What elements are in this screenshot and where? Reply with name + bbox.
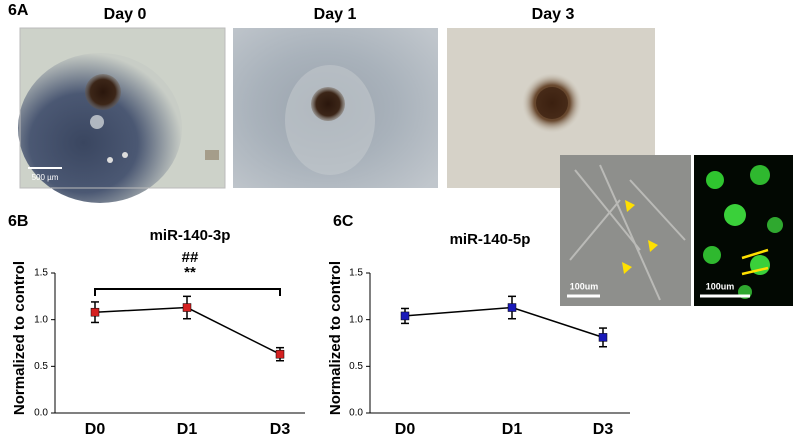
y-tick-label: 1.5 <box>349 268 363 279</box>
point <box>598 333 608 342</box>
micrograph-day1 <box>233 28 438 188</box>
significance-bracket <box>94 288 281 296</box>
y-tick-label: 0.5 <box>349 361 363 372</box>
chart-title: miR-140-5p <box>450 231 531 248</box>
panel-label: 6B <box>8 213 28 230</box>
series-line <box>404 306 604 339</box>
x-tick-label: D0 <box>85 421 106 438</box>
y-axis-label: Normalized to control <box>327 261 344 415</box>
micrograph-fluorescence: 100um <box>694 155 793 306</box>
x-tick-label: D0 <box>395 421 416 438</box>
x-tick-label: D3 <box>270 421 291 438</box>
micrograph-cells: 100um <box>560 155 691 306</box>
y-tick-label: 0.0 <box>34 408 48 419</box>
point <box>275 349 285 359</box>
scale-label: 100um <box>706 281 735 291</box>
point <box>90 307 100 317</box>
y-tick-label: 0.0 <box>349 408 363 419</box>
y-tick-label: 1.0 <box>34 314 48 325</box>
micrograph-day0: 500 µm <box>18 27 226 203</box>
scale-label: 100um <box>570 281 599 291</box>
point <box>507 303 517 312</box>
point <box>182 303 192 312</box>
annotation: ## <box>182 249 199 266</box>
x-tick-label: D3 <box>593 421 614 438</box>
day-label: Day 3 <box>532 6 575 23</box>
y-tick-label: 0.5 <box>34 361 48 372</box>
y-tick-label: 1.0 <box>349 314 363 325</box>
point <box>400 311 410 321</box>
panel-label: 6A <box>8 2 29 19</box>
x-tick-label: D1 <box>177 421 198 438</box>
y-tick-label: 1.5 <box>34 268 48 279</box>
chart-title: miR-140-3p <box>150 227 231 244</box>
scale-label: 500 µm <box>32 173 59 182</box>
day-label: Day 1 <box>314 6 357 23</box>
panel-label: 6C <box>333 213 354 230</box>
annotation: ** <box>184 264 196 281</box>
y-axis-label: Normalized to control <box>11 261 28 415</box>
x-tick-label: D1 <box>502 421 523 438</box>
day-label: Day 0 <box>104 6 147 23</box>
